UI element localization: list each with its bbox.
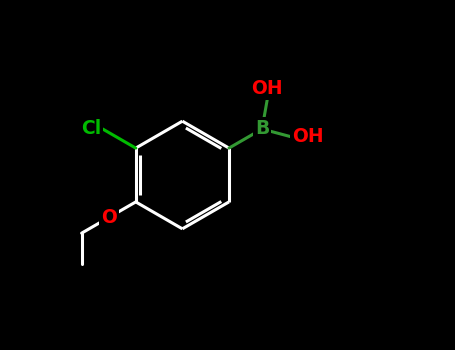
Text: OH: OH (251, 79, 283, 98)
Text: Cl: Cl (81, 119, 101, 139)
Text: B: B (255, 119, 269, 139)
Text: OH: OH (292, 127, 324, 146)
Text: O: O (101, 208, 116, 227)
